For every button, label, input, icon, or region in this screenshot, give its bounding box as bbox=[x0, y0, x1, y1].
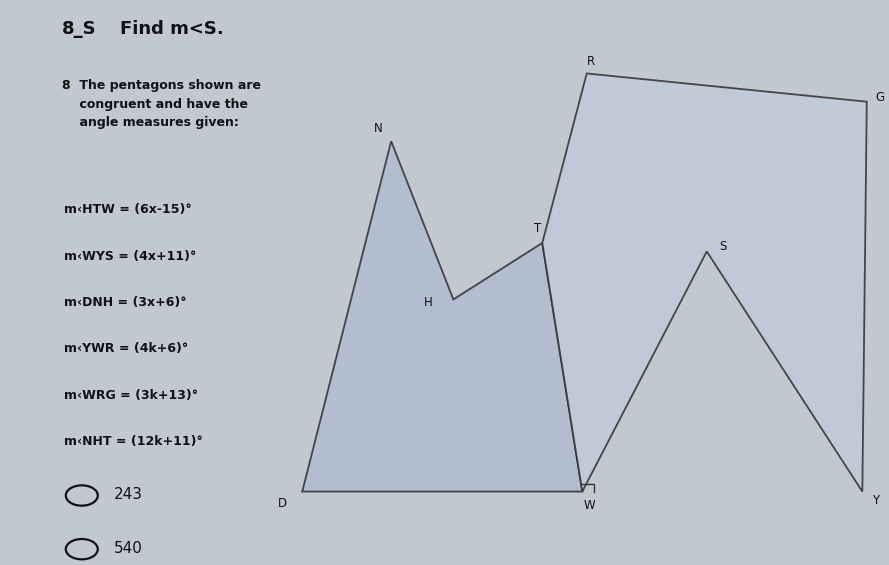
Text: G: G bbox=[876, 90, 885, 104]
Text: S: S bbox=[719, 240, 726, 254]
Text: Y: Y bbox=[872, 493, 879, 507]
Text: m‹YWR = (4k+6)°: m‹YWR = (4k+6)° bbox=[64, 342, 188, 355]
Text: T: T bbox=[534, 222, 541, 236]
Text: H: H bbox=[424, 295, 433, 309]
Text: m‹HTW = (6x-15)°: m‹HTW = (6x-15)° bbox=[64, 203, 192, 216]
Text: R: R bbox=[587, 54, 596, 68]
Text: D: D bbox=[278, 497, 287, 511]
Text: Find m<S.: Find m<S. bbox=[120, 20, 224, 38]
Text: m‹NHT = (12k+11)°: m‹NHT = (12k+11)° bbox=[64, 435, 203, 448]
Text: 243: 243 bbox=[114, 487, 143, 502]
Text: m‹WYS = (4x+11)°: m‹WYS = (4x+11)° bbox=[64, 250, 196, 263]
Polygon shape bbox=[542, 73, 867, 492]
Text: m‹DNH = (3x+6)°: m‹DNH = (3x+6)° bbox=[64, 296, 187, 309]
Text: m‹WRG = (3k+13)°: m‹WRG = (3k+13)° bbox=[64, 389, 198, 402]
Text: 8  The pentagons shown are
    congruent and have the
    angle measures given:: 8 The pentagons shown are congruent and … bbox=[62, 79, 261, 129]
Text: 8_S: 8_S bbox=[62, 20, 97, 38]
Text: 540: 540 bbox=[114, 541, 142, 555]
Text: N: N bbox=[373, 122, 382, 136]
Polygon shape bbox=[302, 141, 582, 492]
Text: W: W bbox=[583, 499, 596, 512]
